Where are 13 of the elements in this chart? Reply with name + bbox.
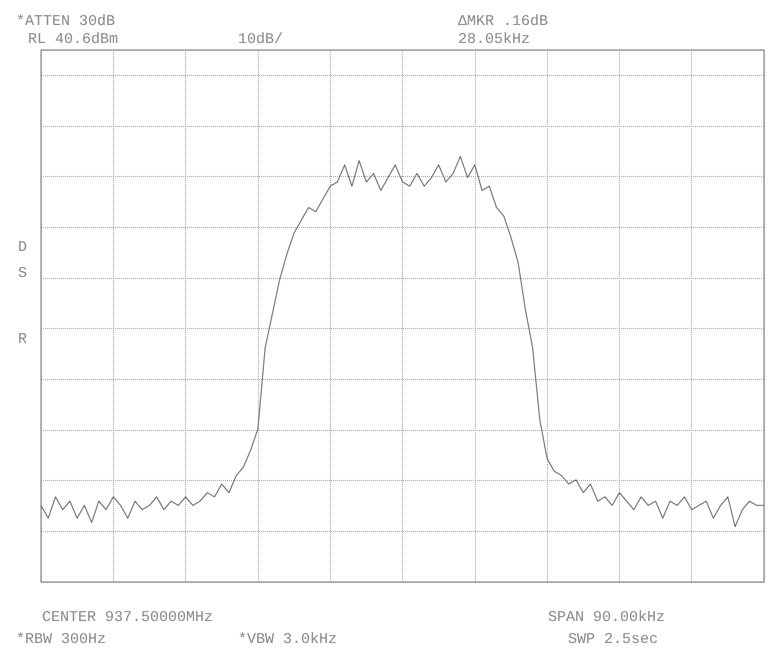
text: 10dB/: [238, 31, 284, 48]
text: R: [18, 331, 28, 348]
text: CENTER 937.50000MHz: [42, 609, 214, 626]
text: SWP 2.5sec: [568, 631, 658, 648]
text: ΔMKR .16dB: [458, 13, 548, 30]
text: SPAN 90.00kHz: [548, 609, 666, 626]
text: 28.05kHz: [458, 31, 530, 48]
text: *VBW 3.0kHz: [238, 631, 338, 648]
text: *ATTEN 30dB: [16, 13, 116, 30]
text: *RBW 300Hz: [16, 631, 106, 648]
text: D: [18, 239, 28, 256]
text: RL 40.6dBm: [28, 31, 118, 48]
text: S: [18, 265, 28, 282]
